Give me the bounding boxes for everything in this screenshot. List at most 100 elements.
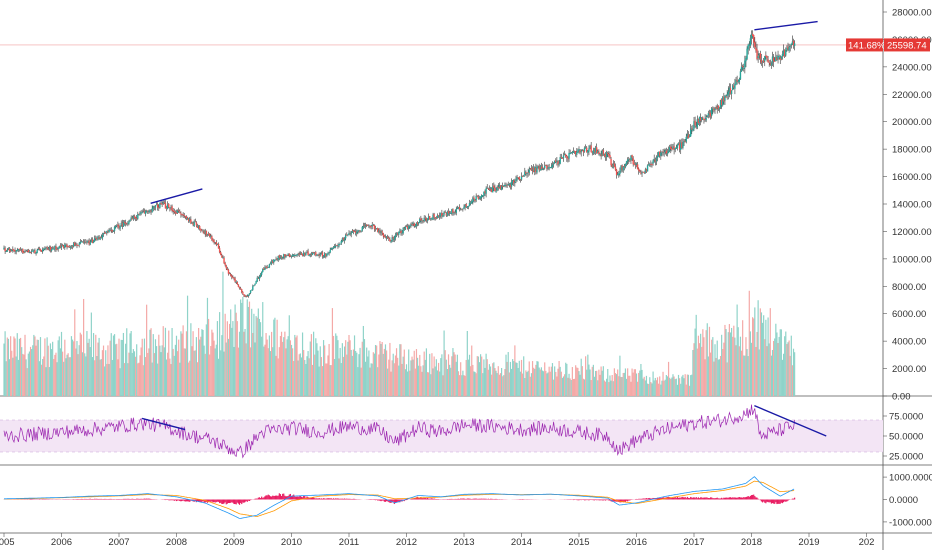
- macd-histogram-bar: [743, 497, 745, 500]
- volume-bar: [377, 367, 379, 396]
- volume-bar: [149, 329, 151, 396]
- candle: [728, 87, 731, 93]
- macd-histogram-bar: [755, 497, 757, 500]
- volume-bar: [205, 324, 207, 396]
- volume-bar: [507, 352, 509, 396]
- macd-histogram-bar: [132, 498, 134, 500]
- price-tick-label: 24000.00: [892, 62, 932, 73]
- candle: [148, 211, 150, 213]
- candle: [786, 47, 788, 51]
- candle: [254, 283, 256, 285]
- candle: [772, 57, 775, 62]
- candle: [412, 222, 414, 225]
- volume-bar: [83, 298, 85, 396]
- macd-histogram-bar: [325, 498, 327, 500]
- volume-bar: [441, 354, 443, 396]
- candle: [352, 230, 355, 232]
- volume-bar: [569, 378, 571, 396]
- candle: [192, 222, 194, 226]
- volume-bar: [309, 341, 311, 396]
- macd-line: [4, 476, 795, 519]
- volume-bar: [466, 330, 468, 396]
- volume-bar: [693, 343, 695, 396]
- volume-bar: [786, 344, 788, 396]
- macd-histogram-bar: [221, 499, 223, 504]
- macd-histogram-bar: [585, 499, 587, 501]
- volume-bar: [245, 343, 247, 396]
- candle: [13, 250, 15, 251]
- macd-histogram-bar: [597, 499, 599, 501]
- candle: [417, 222, 420, 224]
- volume-bar: [510, 368, 513, 396]
- macd-histogram-bar: [128, 498, 130, 500]
- volume-bar: [465, 359, 467, 396]
- volume-bar: [237, 347, 240, 396]
- candle: [708, 112, 711, 114]
- volume-bar: [479, 354, 482, 396]
- macd-histogram-bar: [268, 495, 270, 500]
- candle: [462, 208, 464, 210]
- macd-histogram-bar: [464, 498, 466, 500]
- candle: [19, 249, 22, 251]
- candle: [668, 147, 671, 151]
- macd-histogram-bar: [722, 498, 724, 500]
- candle: [578, 149, 580, 151]
- volume-bar: [461, 375, 463, 396]
- macd-histogram-bar: [779, 499, 781, 504]
- volume-bar: [714, 344, 716, 396]
- macd-histogram-bar: [227, 499, 230, 504]
- volume-bar: [101, 350, 104, 396]
- volume-bar: [76, 341, 78, 396]
- macd-histogram-bar: [412, 498, 414, 500]
- volume-bar: [338, 358, 340, 396]
- candle: [161, 203, 163, 205]
- candle: [74, 242, 76, 246]
- volume-bar: [352, 349, 355, 396]
- candle: [206, 234, 209, 236]
- volume-bar: [620, 376, 622, 396]
- volume-bar: [702, 329, 704, 396]
- x-tick-label: 2006: [51, 537, 72, 548]
- candle: [362, 225, 365, 228]
- volume-bar: [552, 379, 555, 396]
- candle: [479, 196, 482, 199]
- volume-bar: [606, 378, 608, 396]
- volume-bar: [359, 347, 361, 396]
- macd-histogram-bar: [314, 498, 316, 500]
- macd-histogram-bar: [320, 498, 322, 500]
- macd-histogram-bar: [347, 498, 349, 500]
- candle: [674, 148, 676, 150]
- volume-bar: [498, 374, 500, 396]
- candle: [685, 136, 687, 142]
- volume-bar: [381, 342, 383, 396]
- candle: [392, 236, 394, 240]
- volume-bar: [429, 353, 431, 396]
- macd-histogram-bar: [346, 498, 348, 500]
- candle: [119, 225, 121, 229]
- candle: [217, 243, 220, 249]
- candle: [477, 196, 480, 199]
- macd-histogram-bar: [660, 497, 662, 500]
- x-tick-label: 2013: [453, 537, 474, 548]
- macd-histogram-bar: [576, 499, 578, 501]
- volume-bar: [732, 336, 734, 396]
- macd-histogram-bar: [212, 499, 214, 503]
- macd-histogram-bar: [419, 497, 421, 500]
- candle: [489, 188, 492, 189]
- volume-bar: [546, 373, 548, 396]
- macd-histogram-bar: [313, 497, 315, 500]
- macd-histogram-bar: [397, 499, 399, 502]
- candle: [218, 248, 221, 253]
- macd-histogram-bar: [98, 498, 100, 500]
- macd-histogram-bar: [472, 498, 474, 500]
- candle: [369, 225, 371, 227]
- candle: [521, 175, 524, 177]
- candle: [527, 172, 529, 174]
- volume-bar: [112, 335, 115, 396]
- volume-bar: [590, 380, 592, 396]
- macd-histogram-bar: [321, 498, 324, 500]
- volume-bar: [508, 372, 510, 396]
- volume-bar: [759, 308, 761, 396]
- volume-bar: [556, 376, 558, 396]
